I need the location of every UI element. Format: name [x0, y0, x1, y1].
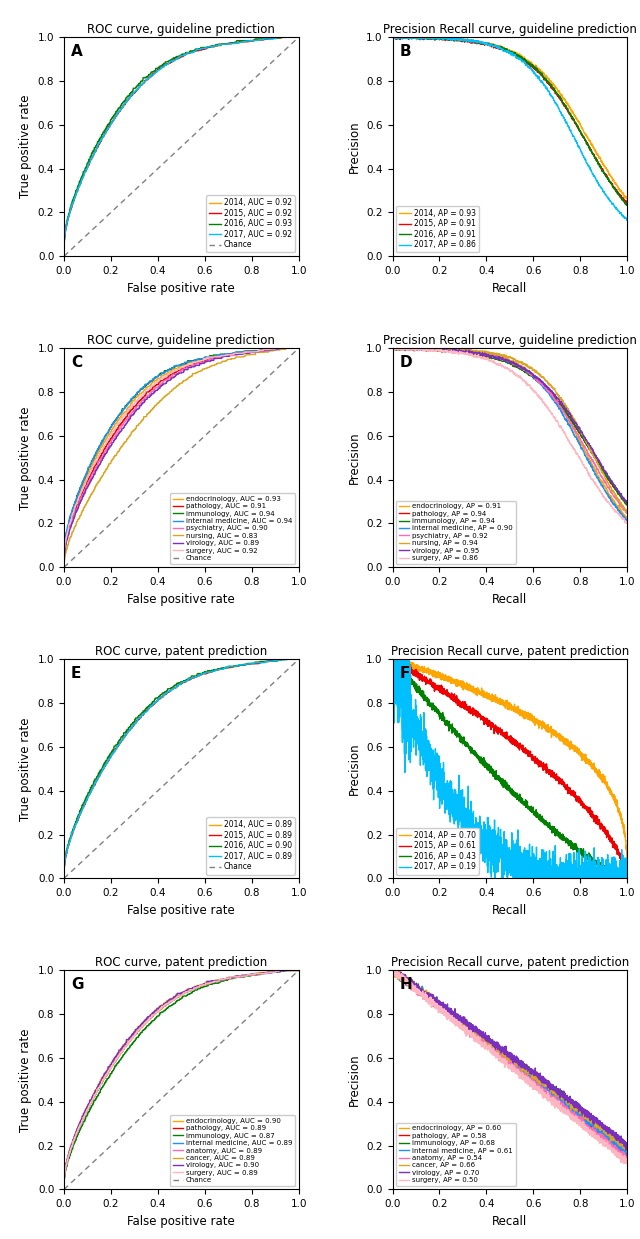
Text: F: F: [399, 665, 410, 681]
Text: B: B: [399, 43, 411, 58]
Text: C: C: [71, 354, 82, 369]
X-axis label: False positive rate: False positive rate: [127, 903, 236, 917]
X-axis label: False positive rate: False positive rate: [127, 1214, 236, 1228]
Y-axis label: True positive rate: True positive rate: [19, 1028, 32, 1131]
Y-axis label: Precision: Precision: [348, 120, 361, 173]
Title: Precision Recall curve, patent prediction: Precision Recall curve, patent predictio…: [391, 646, 629, 658]
Legend: endocrinology, AUC = 0.93, pathology, AUC = 0.91, immunology, AUC = 0.94, intern: endocrinology, AUC = 0.93, pathology, AU…: [170, 493, 295, 564]
Title: ROC curve, patent prediction: ROC curve, patent prediction: [95, 646, 268, 658]
X-axis label: False positive rate: False positive rate: [127, 592, 236, 606]
Text: H: H: [399, 976, 412, 992]
Legend: 2014, AUC = 0.89, 2015, AUC = 0.89, 2016, AUC = 0.90, 2017, AUC = 0.89, Chance: 2014, AUC = 0.89, 2015, AUC = 0.89, 2016…: [206, 818, 295, 875]
Legend: endocrinology, AP = 0.60, pathology, AP = 0.58, immunology, AP = 0.68, internal : endocrinology, AP = 0.60, pathology, AP …: [396, 1123, 515, 1186]
Y-axis label: True positive rate: True positive rate: [19, 717, 32, 820]
Legend: 2014, AUC = 0.92, 2015, AUC = 0.92, 2016, AUC = 0.93, 2017, AUC = 0.92, Chance: 2014, AUC = 0.92, 2015, AUC = 0.92, 2016…: [206, 196, 295, 253]
Text: G: G: [71, 976, 84, 992]
X-axis label: Recall: Recall: [492, 281, 527, 295]
Title: Precision Recall curve, patent prediction: Precision Recall curve, patent predictio…: [391, 957, 629, 969]
Legend: endocrinology, AUC = 0.90, pathology, AUC = 0.89, immunology, AUC = 0.87, intern: endocrinology, AUC = 0.90, pathology, AU…: [170, 1115, 295, 1186]
Title: Precision Recall curve, guideline prediction: Precision Recall curve, guideline predic…: [383, 24, 637, 36]
Title: ROC curve, guideline prediction: ROC curve, guideline prediction: [88, 335, 275, 347]
Y-axis label: Precision: Precision: [348, 742, 361, 795]
Title: Precision Recall curve, guideline prediction: Precision Recall curve, guideline predic…: [383, 335, 637, 347]
Text: A: A: [71, 43, 83, 58]
X-axis label: Recall: Recall: [492, 903, 527, 917]
X-axis label: False positive rate: False positive rate: [127, 281, 236, 295]
Y-axis label: True positive rate: True positive rate: [19, 406, 32, 509]
Text: E: E: [71, 665, 81, 681]
Y-axis label: True positive rate: True positive rate: [19, 95, 32, 198]
Legend: 2014, AP = 0.93, 2015, AP = 0.91, 2016, AP = 0.91, 2017, AP = 0.86: 2014, AP = 0.93, 2015, AP = 0.91, 2016, …: [396, 206, 479, 253]
X-axis label: Recall: Recall: [492, 592, 527, 606]
Title: ROC curve, guideline prediction: ROC curve, guideline prediction: [88, 24, 275, 36]
Y-axis label: Precision: Precision: [348, 431, 361, 484]
Legend: endocrinology, AP = 0.91, pathology, AP = 0.94, immunology, AP = 0.94, internal : endocrinology, AP = 0.91, pathology, AP …: [396, 501, 515, 564]
Text: D: D: [399, 354, 412, 369]
X-axis label: Recall: Recall: [492, 1214, 527, 1228]
Y-axis label: Precision: Precision: [348, 1053, 361, 1106]
Legend: 2014, AP = 0.70, 2015, AP = 0.61, 2016, AP = 0.43, 2017, AP = 0.19: 2014, AP = 0.70, 2015, AP = 0.61, 2016, …: [396, 828, 479, 875]
Title: ROC curve, patent prediction: ROC curve, patent prediction: [95, 957, 268, 969]
